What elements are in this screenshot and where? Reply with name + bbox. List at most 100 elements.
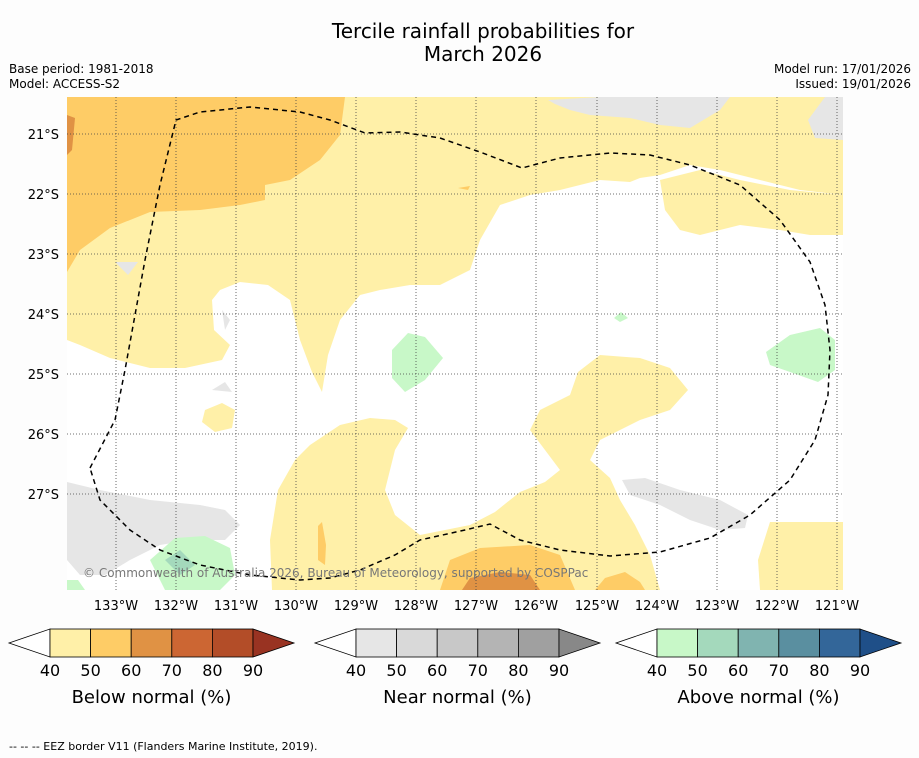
near-normal-colorbar-segment [436, 628, 479, 658]
meta-left: Base period: 1981-2018 Model: ACCESS-S2 [9, 62, 154, 92]
near-normal-region-southwest [67, 482, 240, 575]
below-normal-colorbar-tick: 90 [243, 661, 263, 680]
y-axis-labels: 21°S 22°S 23°S 24°S 25°S 26°S 27°S [28, 128, 59, 503]
below-normal-50-south-sliver [318, 522, 326, 565]
above-normal-colorbar-segment [819, 628, 861, 658]
above-normal-50-patch [165, 550, 195, 575]
near-normal-colorbar-tick: 60 [427, 661, 447, 680]
gridlines [67, 97, 843, 590]
x-tick-124w: 124°W [635, 599, 679, 614]
x-tick-126w: 126°W [514, 599, 558, 614]
x-tick-132w: 132°W [154, 599, 198, 614]
y-tick-21s: 21°S [28, 128, 59, 143]
above-normal-region-east [766, 328, 835, 382]
near-normal-colorbar-under [313, 628, 357, 658]
model-name: Model: ACCESS-S2 [9, 77, 121, 91]
above-normal-colorbar-tick: 40 [647, 661, 667, 680]
near-normal-colorbar-tick: 90 [549, 661, 569, 680]
above-normal-region-center [392, 333, 443, 392]
x-tick-125w: 125°W [575, 599, 619, 614]
base-period: Base period: 1981-2018 [9, 62, 154, 76]
below-normal-colorbar-under [7, 628, 51, 658]
y-tick-27s: 27°S [28, 488, 59, 503]
x-tick-127w: 127°W [454, 599, 498, 614]
x-tick-122w: 122°W [755, 599, 799, 614]
above-normal-colorbar-tick: 90 [850, 661, 870, 680]
near-normal-colorbar-segment [396, 628, 438, 658]
below-normal-colorbar-tick: 60 [121, 661, 141, 680]
near-normal-colorbar-tick: 50 [386, 661, 406, 680]
below-normal-colorbar-segment [130, 628, 173, 658]
near-normal-patch-mid [212, 382, 232, 392]
eez-border [89, 106, 831, 581]
near-normal-colorbar-segment [518, 628, 560, 658]
above-normal-colorbar-segment [737, 628, 780, 658]
footer-note: -- -- -- EEZ border V11 (Flanders Marine… [9, 740, 318, 753]
x-tick-131w: 131°W [214, 599, 258, 614]
below-normal-50-dot [458, 186, 470, 190]
below-normal-60-north [67, 115, 75, 155]
near-normal-colorbar-segment [477, 628, 519, 658]
near-normal-colorbar-over [558, 628, 602, 658]
above-normal-colorbar-segment [656, 628, 698, 658]
above-normal-colorbar-tick: 60 [728, 661, 748, 680]
above-normal-colorbar-tick: 70 [769, 661, 789, 680]
near-normal-colorbar-tick: 70 [468, 661, 488, 680]
above-normal-colorbar-over [859, 628, 903, 658]
below-normal-60-south [462, 572, 540, 590]
near-normal-colorbar-segment [355, 628, 397, 658]
x-tick-129w: 129°W [334, 599, 378, 614]
near-normal-region-northeast-corner [808, 97, 843, 140]
near-normal-colorbar-tick: 40 [346, 661, 366, 680]
y-tick-24s: 24°S [28, 308, 59, 323]
title-line-2: March 2026 [423, 42, 543, 66]
near-normal-region-northeast [548, 97, 730, 128]
below-normal-colorbar-segment [49, 628, 91, 658]
below-normal-50-north [67, 97, 345, 272]
near-normal-patch-west [115, 262, 138, 275]
x-axis-labels: 133°W 132°W 131°W 130°W 129°W 128°W 127°… [94, 599, 859, 614]
y-tick-22s: 22°S [28, 188, 59, 203]
title-line-1: Tercile rainfall probabilities for [331, 19, 635, 43]
above-normal-colorbar-tick: 80 [809, 661, 829, 680]
below-normal-colorbar-over [252, 628, 296, 658]
colorbars: 40 50 60 70 80 90 Below normal (%) 40 50 60 70 80 90… [7, 628, 903, 708]
above-normal-patch-small [614, 312, 628, 322]
x-tick-133w: 133°W [94, 599, 138, 614]
x-tick-121w: 121°W [815, 599, 859, 614]
below-normal-colorbar-tick: 40 [40, 661, 60, 680]
above-normal-colorbar-tick: 50 [687, 661, 707, 680]
below-normal-colorbar-segment [211, 628, 254, 658]
copyright-text: © Commonwealth of Australia 2026, Bureau… [83, 566, 588, 580]
y-tick-25s: 25°S [28, 368, 59, 383]
near-normal-patch-sliver [222, 310, 230, 330]
below-normal-patch-west [202, 403, 235, 432]
below-normal-colorbar-label: Below normal (%) [72, 687, 232, 708]
issued-date: Issued: 19/01/2026 [795, 77, 911, 91]
above-normal-patch-edge [67, 580, 85, 590]
y-tick-26s: 26°S [28, 428, 59, 443]
meta-right: Model run: 17/01/2026 Issued: 19/01/2026 [774, 62, 911, 92]
below-normal-colorbar-tick: 50 [80, 661, 100, 680]
below-normal-colorbar-tick: 70 [162, 661, 182, 680]
chart-title: Tercile rainfall probabilities for March… [0, 20, 919, 66]
x-tick-130w: 130°W [274, 599, 318, 614]
above-normal-colorbar-label: Above normal (%) [677, 687, 839, 708]
y-tick-23s: 23°S [28, 248, 59, 263]
below-normal-colorbar-segment [171, 628, 213, 658]
near-normal-colorbar-tick: 80 [508, 661, 528, 680]
above-normal-colorbar-segment [778, 628, 820, 658]
below-normal-50-south-east [595, 572, 645, 590]
probability-field: © Commonwealth of Australia 2026, Bureau… [67, 97, 843, 590]
model-run: Model run: 17/01/2026 [773, 62, 911, 76]
above-normal-colorbar-under [614, 628, 658, 658]
x-tick-128w: 128°W [394, 599, 438, 614]
below-normal-colorbar-tick: 80 [202, 661, 222, 680]
below-normal-region-south [270, 355, 688, 590]
near-normal-region-southeast [622, 478, 748, 530]
near-normal-colorbar-label: Near normal (%) [383, 687, 532, 708]
x-tick-123w: 123°W [695, 599, 739, 614]
below-normal-region-southeast [758, 522, 843, 590]
above-normal-colorbar-segment [697, 628, 739, 658]
